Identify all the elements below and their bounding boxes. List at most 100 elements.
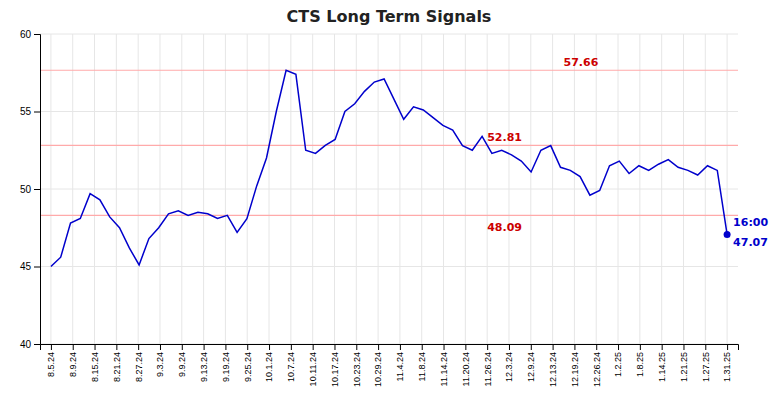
x-tick-mark: [400, 344, 401, 350]
y-axis-line: [34, 35, 41, 345]
grid-line-x: [50, 34, 51, 344]
x-tick: 12.9.24: [526, 344, 536, 382]
x-tick-label: 1.8.25: [635, 352, 645, 377]
x-tick-label: 11.8.24: [417, 352, 427, 381]
y-tick-mark: [34, 34, 40, 35]
grid-line-x: [574, 34, 575, 344]
x-tick: 10.11.24: [308, 344, 318, 386]
x-tick-mark: [640, 344, 641, 350]
grid-line-x: [290, 34, 291, 344]
chart-container: 8.5.248.9.248.15.248.21.248.27.249.3.249…: [0, 0, 784, 398]
grid-line-x: [421, 34, 422, 344]
x-tick: 1.21.25: [679, 344, 689, 382]
x-tick-mark: [204, 344, 205, 350]
x-tick: 1.27.25: [701, 344, 711, 382]
grid-line-x: [727, 34, 728, 344]
title: CTS Long Term Signals: [287, 7, 492, 26]
x-tick: 12.13.24: [548, 344, 558, 387]
chart-svg: 8.5.248.9.248.15.248.21.248.27.249.3.249…: [0, 0, 784, 398]
x-tick-label: 8.15.24: [90, 352, 100, 382]
x-tick-label: 10.23.24: [352, 352, 362, 387]
x-tick-label: 11.14.24: [439, 352, 449, 386]
x-tick-label: 11.20.24: [461, 352, 471, 386]
x-tick-mark: [509, 344, 510, 350]
x-tick-label: 10.11.24: [308, 352, 318, 386]
grid-line-x: [138, 34, 139, 344]
x-tick: 11.8.24: [417, 344, 427, 381]
x-tick-mark: [160, 344, 161, 350]
x-tick-label: 1.31.25: [722, 352, 732, 382]
x-tick-mark: [596, 344, 597, 350]
x-tick-label: 8.27.24: [134, 352, 144, 382]
grid-line-x: [225, 34, 226, 344]
x-tick: 10.23.24: [352, 344, 362, 387]
x-tick: 12.26.24: [592, 344, 602, 387]
x-tick-label: 1.27.25: [701, 352, 711, 382]
x-tick-label: 9.25.24: [243, 352, 253, 382]
annotation: 16:00: [733, 216, 768, 229]
x-tick-mark: [269, 344, 270, 350]
x-tick: 10.29.24: [373, 344, 383, 387]
x-tick-mark: [138, 344, 139, 350]
x-tick: 1.14.25: [657, 344, 667, 382]
grid-line-x: [181, 34, 182, 344]
x-tick-mark: [662, 344, 663, 350]
y-tick: 60: [20, 29, 40, 40]
x-tick-label: 9.19.24: [221, 352, 231, 382]
y-tick-label: 55: [20, 106, 32, 117]
x-tick-mark: [553, 344, 554, 350]
x-tick-label: 10.29.24: [373, 352, 383, 387]
x-tick-mark: [444, 344, 445, 350]
y-tick-mark: [34, 112, 40, 113]
x-tick-label: 8.5.24: [46, 352, 56, 377]
annotation: 47.07: [733, 236, 768, 249]
grid-line-x: [552, 34, 553, 344]
x-tick: 8.27.24: [134, 344, 144, 382]
x-tick-mark: [247, 344, 248, 350]
x-tick-label: 1.21.25: [679, 352, 689, 382]
x-tick-label: 12.9.24: [526, 352, 536, 382]
x-tick-label: 11.26.24: [483, 352, 493, 386]
grid-line-x: [159, 34, 160, 344]
annotation: 57.66: [564, 56, 599, 69]
grid-line-x: [94, 34, 95, 344]
x-tick: 9.13.24: [199, 344, 209, 382]
x-tick-mark: [378, 344, 379, 350]
x-tick: 11.20.24: [461, 344, 471, 386]
x-tick-label: 11.4.24: [395, 352, 405, 381]
x-tick-mark: [356, 344, 357, 350]
marks: [40, 70, 738, 266]
grid-line-x: [705, 34, 706, 344]
plot-area: 8.5.248.9.248.15.248.21.248.27.249.3.249…: [20, 29, 769, 387]
grid-line-y: [40, 34, 738, 35]
x-tick-mark: [727, 344, 728, 350]
grid: [40, 34, 738, 344]
y-tick-mark: [34, 267, 40, 268]
y-tick: 50: [20, 184, 40, 195]
grid-line-x: [596, 34, 597, 344]
x-tick: 1.8.25: [635, 344, 645, 377]
grid-line-y: [40, 266, 738, 267]
x-tick-label: 12.13.24: [548, 352, 558, 387]
x-tick-label: 10.17.24: [330, 352, 340, 387]
x-tick-mark: [574, 344, 575, 350]
x-tick-label: 9.13.24: [199, 352, 209, 382]
x-tick: 11.26.24: [483, 344, 493, 386]
grid-line-x: [269, 34, 270, 344]
x-tick-label: 9.3.24: [155, 352, 165, 377]
grid-line-x: [72, 34, 73, 344]
x-tick-mark: [683, 344, 684, 350]
x-tick: 9.25.24: [243, 344, 253, 382]
price-line: [51, 70, 727, 266]
grid-line-x: [356, 34, 357, 344]
x-tick-label: 12.26.24: [592, 352, 602, 387]
grid-line-x: [203, 34, 204, 344]
x-tick-mark: [182, 344, 183, 350]
x-tick: 12.3.24: [504, 344, 514, 382]
x-tick-label: 8.9.24: [68, 352, 78, 377]
x-tick-mark: [95, 344, 96, 350]
x-tick-label: 1.2.25: [613, 352, 623, 377]
x-tick-mark: [422, 344, 423, 350]
x-tick-label: 12.19.24: [570, 352, 580, 387]
grid-line-x: [639, 34, 640, 344]
